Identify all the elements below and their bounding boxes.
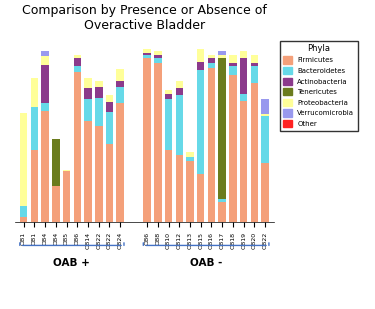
Bar	[186, 157, 194, 161]
Bar	[208, 68, 215, 222]
Bar	[154, 55, 162, 58]
Bar	[106, 144, 113, 222]
Bar	[165, 99, 172, 150]
Bar	[95, 126, 102, 222]
Bar	[106, 112, 113, 144]
Bar	[176, 81, 183, 88]
Bar	[31, 107, 38, 150]
Bar	[117, 87, 124, 103]
Bar	[186, 152, 194, 157]
Bar	[143, 53, 151, 55]
Bar	[63, 170, 70, 171]
Bar	[208, 55, 215, 58]
Title: Comparison by Presence or Absence of
Overactive Bladder: Comparison by Presence or Absence of Ove…	[22, 4, 267, 32]
Bar	[261, 99, 269, 114]
Bar	[143, 49, 151, 53]
Bar	[74, 71, 81, 222]
Bar	[240, 94, 248, 101]
Bar	[106, 102, 113, 112]
Bar	[84, 99, 92, 121]
Bar	[176, 88, 183, 95]
Bar	[251, 66, 258, 83]
Bar	[165, 90, 172, 94]
Bar	[20, 206, 27, 217]
Bar	[41, 65, 49, 103]
Bar	[41, 111, 49, 222]
Bar	[219, 58, 226, 198]
Bar	[41, 56, 49, 65]
Bar	[165, 94, 172, 99]
Bar	[176, 155, 183, 222]
Bar	[74, 55, 81, 58]
Bar	[197, 70, 204, 174]
Bar	[20, 217, 27, 222]
Bar	[251, 55, 258, 63]
Bar	[84, 121, 92, 222]
Legend: Firmicutes, Bacteroidetes, Actinobacteria, Tenericutes, Proteobacteria, Verrucom: Firmicutes, Bacteroidetes, Actinobacteri…	[280, 40, 358, 131]
Text: OAB -: OAB -	[190, 258, 222, 268]
Bar	[143, 58, 151, 222]
Bar	[251, 83, 258, 222]
Bar	[261, 116, 269, 163]
Bar	[74, 58, 81, 66]
Bar	[197, 61, 204, 70]
Bar	[176, 95, 183, 155]
Bar	[117, 81, 124, 87]
Bar	[106, 95, 113, 102]
Bar	[219, 55, 226, 58]
Bar	[261, 163, 269, 222]
Bar	[229, 66, 237, 75]
Bar	[117, 103, 124, 222]
Bar	[197, 174, 204, 222]
Bar	[41, 103, 49, 111]
Bar	[95, 87, 102, 98]
Bar	[63, 171, 70, 222]
Bar	[219, 202, 226, 222]
Bar	[41, 51, 49, 56]
Bar	[208, 63, 215, 68]
Bar	[31, 78, 38, 107]
Bar	[20, 113, 27, 206]
Bar	[186, 161, 194, 222]
Bar	[229, 63, 237, 66]
Bar	[74, 66, 81, 71]
Bar	[154, 58, 162, 63]
Bar	[229, 75, 237, 222]
Bar	[154, 51, 162, 55]
Text: OAB +: OAB +	[54, 258, 90, 268]
Bar	[229, 55, 237, 63]
Bar	[251, 63, 258, 66]
Bar	[240, 101, 248, 222]
Bar	[240, 51, 248, 58]
Bar	[154, 63, 162, 222]
Bar	[95, 81, 102, 87]
Bar	[219, 198, 226, 202]
Bar	[52, 186, 60, 222]
Bar	[240, 58, 248, 94]
Bar	[84, 88, 92, 99]
Bar	[261, 114, 269, 116]
Bar	[117, 69, 124, 81]
Bar	[31, 150, 38, 222]
Bar	[208, 58, 215, 63]
Bar	[165, 150, 172, 222]
Bar	[84, 78, 92, 88]
Bar	[143, 55, 151, 58]
Bar	[52, 139, 60, 186]
Bar	[197, 49, 204, 61]
Bar	[219, 51, 226, 55]
Bar	[95, 98, 102, 126]
